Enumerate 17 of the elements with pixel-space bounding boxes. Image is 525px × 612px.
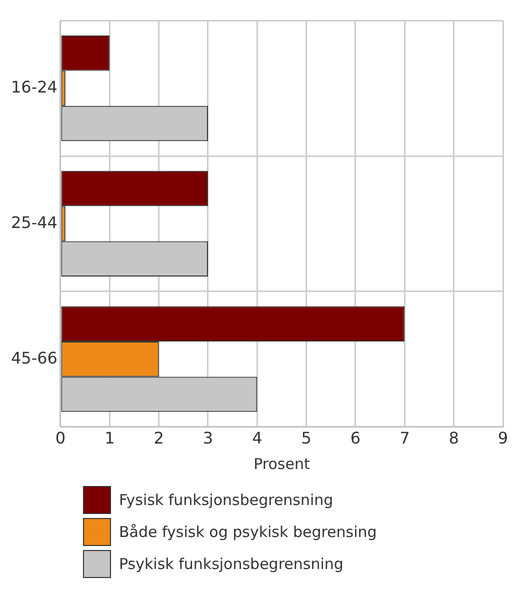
x-tick-label: 6 [350, 428, 361, 448]
x-tick-label: 9 [498, 428, 508, 448]
x-axis-title: Prosent [254, 454, 310, 473]
y-tick-label: 25-44 [10, 212, 58, 232]
x-tick-label: 3 [202, 428, 214, 448]
x-tick-label: 4 [252, 428, 262, 448]
y-tick-label: 45-66 [10, 348, 58, 368]
x-tick-label: 7 [400, 428, 410, 448]
x-tick-label: 5 [301, 428, 312, 448]
legend-label: Både fysisk og psykisk begrensing [119, 523, 377, 541]
x-tick-label: 1 [104, 428, 115, 448]
y-tick-label: 16-24 [10, 77, 58, 96]
legend-label: Psykisk funksjonsbegrensning [119, 555, 344, 573]
x-tick-label: 8 [448, 428, 459, 448]
legend-label: Fysisk funksjonsbegrensning [119, 491, 334, 509]
x-tick-label: 0 [55, 428, 66, 448]
x-tick-label: 2 [154, 428, 164, 448]
